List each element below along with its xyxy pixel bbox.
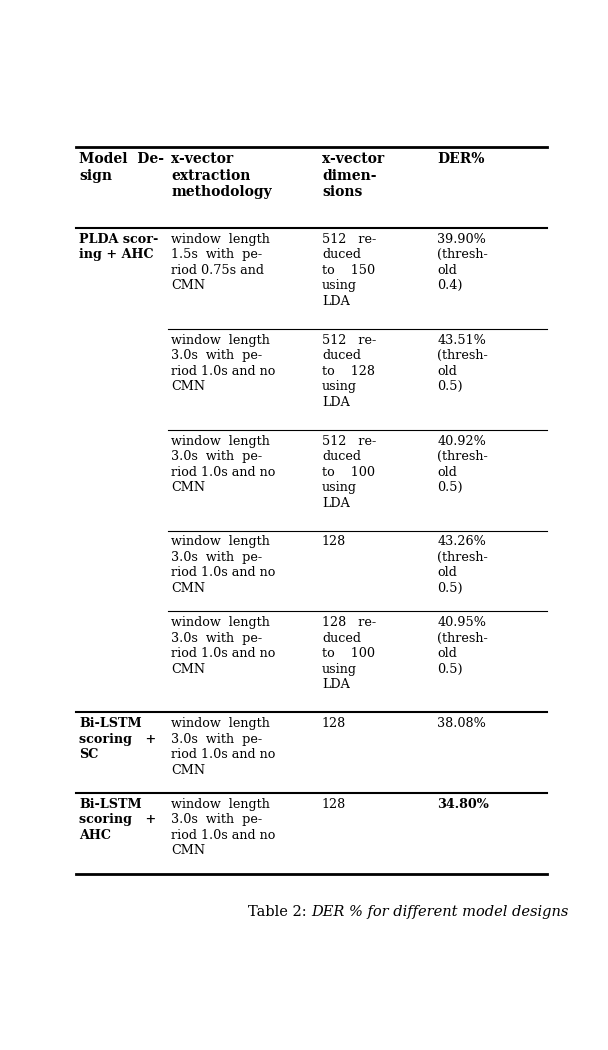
Text: 40.95%
(thresh-
old
0.5): 40.95% (thresh- old 0.5) <box>437 616 488 676</box>
Text: 128: 128 <box>322 798 346 811</box>
Text: window  length
3.0s  with  pe-
riod 1.0s and no
CMN: window length 3.0s with pe- riod 1.0s an… <box>171 717 275 777</box>
Text: DER%: DER% <box>437 152 485 166</box>
Text: window  length
3.0s  with  pe-
riod 1.0s and no
CMN: window length 3.0s with pe- riod 1.0s an… <box>171 798 275 858</box>
Text: 43.51%
(thresh-
old
0.5): 43.51% (thresh- old 0.5) <box>437 334 488 393</box>
Text: 128: 128 <box>322 717 346 730</box>
Text: Model  De-
sign: Model De- sign <box>79 152 164 183</box>
Text: PLDA scor-
ing + AHC: PLDA scor- ing + AHC <box>79 233 159 261</box>
Text: window  length
3.0s  with  pe-
riod 1.0s and no
CMN: window length 3.0s with pe- riod 1.0s an… <box>171 536 275 595</box>
Text: Bi-LSTM
scoring   +
SC: Bi-LSTM scoring + SC <box>79 717 156 761</box>
Text: 34.80%: 34.80% <box>437 798 489 811</box>
Text: Table 2:: Table 2: <box>248 905 311 919</box>
Text: 39.90%
(thresh-
old
0.4): 39.90% (thresh- old 0.4) <box>437 233 488 292</box>
Text: 512   re-
duced
to    100
using
LDA: 512 re- duced to 100 using LDA <box>322 435 376 509</box>
Text: window  length
1.5s  with  pe-
riod 0.75s and
CMN: window length 1.5s with pe- riod 0.75s a… <box>171 233 270 292</box>
Text: 40.92%
(thresh-
old
0.5): 40.92% (thresh- old 0.5) <box>437 435 488 495</box>
Text: window  length
3.0s  with  pe-
riod 1.0s and no
CMN: window length 3.0s with pe- riod 1.0s an… <box>171 334 275 393</box>
Text: 512   re-
duced
to    150
using
LDA: 512 re- duced to 150 using LDA <box>322 233 376 308</box>
Text: 38.08%: 38.08% <box>437 717 486 730</box>
Text: 512   re-
duced
to    128
using
LDA: 512 re- duced to 128 using LDA <box>322 334 376 408</box>
Text: window  length
3.0s  with  pe-
riod 1.0s and no
CMN: window length 3.0s with pe- riod 1.0s an… <box>171 435 275 495</box>
Text: 128   re-
duced
to    100
using
LDA: 128 re- duced to 100 using LDA <box>322 616 376 691</box>
Text: 128: 128 <box>322 536 346 548</box>
Text: x-vector
extraction
methodology: x-vector extraction methodology <box>171 152 272 200</box>
Text: x-vector
dimen-
sions: x-vector dimen- sions <box>322 152 384 200</box>
Text: 43.26%
(thresh-
old
0.5): 43.26% (thresh- old 0.5) <box>437 536 488 595</box>
Text: Bi-LSTM
scoring   +
AHC: Bi-LSTM scoring + AHC <box>79 798 156 842</box>
Text: DER % for different model designs: DER % for different model designs <box>311 905 569 919</box>
Text: window  length
3.0s  with  pe-
riod 1.0s and no
CMN: window length 3.0s with pe- riod 1.0s an… <box>171 616 275 676</box>
